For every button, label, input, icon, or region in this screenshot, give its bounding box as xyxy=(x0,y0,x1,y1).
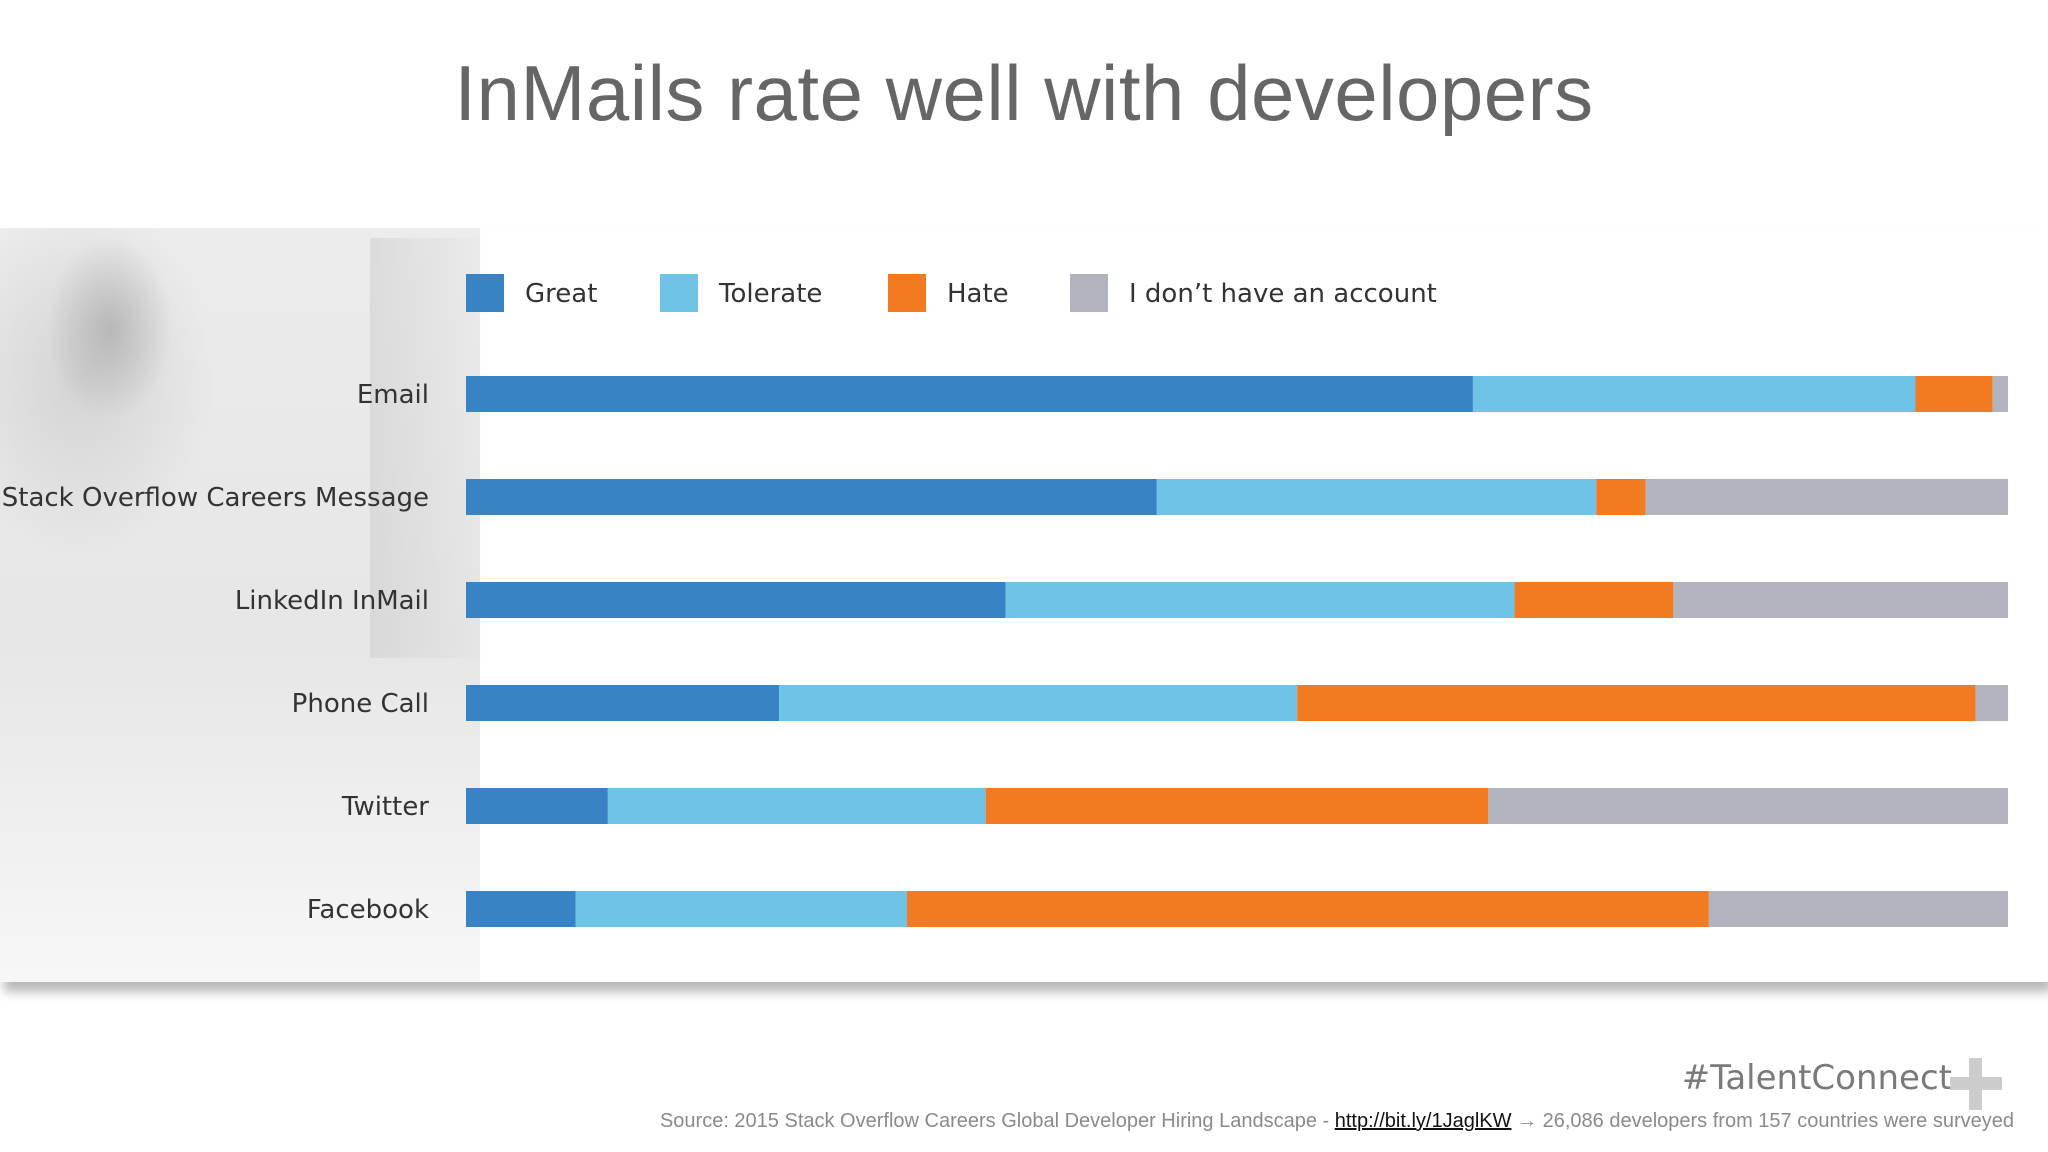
bar-segment xyxy=(466,479,1157,515)
legend-swatch xyxy=(888,274,926,312)
category-label: Facebook xyxy=(307,895,429,925)
arrow-icon: → xyxy=(1517,1110,1538,1132)
bar-segment xyxy=(1005,582,1515,618)
source-prefix: Source: 2015 Stack Overflow Careers Glob… xyxy=(659,1110,1335,1132)
category-label: Twitter xyxy=(341,792,429,822)
bar-segment xyxy=(1596,479,1646,515)
brand-hashtag: #TalentConnect xyxy=(1681,1058,1952,1098)
legend-label: Hate xyxy=(947,279,1009,309)
bar-segment xyxy=(607,788,986,824)
legend-label: I don’t have an account xyxy=(1129,279,1437,309)
legend-label: Tolerate xyxy=(718,279,822,309)
bar-segment xyxy=(466,788,608,824)
legend-label: Great xyxy=(525,279,597,309)
bar-segment xyxy=(1488,788,2008,824)
plus-logo-icon xyxy=(1950,1058,2002,1110)
stacked-bar-chart: Great Tolerate Hate I don’t have an account… xyxy=(2,274,2008,927)
legend-item-3: Hate xyxy=(888,274,1009,312)
chart-panel: Great Tolerate Hate I don’t have an account… xyxy=(0,228,2048,982)
legend-swatch xyxy=(1070,274,1108,312)
slide-title: InMails rate well with developers xyxy=(454,49,1594,137)
bar-segment xyxy=(1992,376,2008,412)
bar-segment xyxy=(1673,582,2008,618)
legend-item-4: I don’t have an account xyxy=(1070,274,1437,312)
source-link[interactable]: http://bit.ly/1JaglKW xyxy=(1334,1110,1512,1132)
bar-segment xyxy=(575,891,908,927)
source-note: Source: 2015 Stack Overflow Careers Glob… xyxy=(660,1110,2014,1133)
bar-segment xyxy=(1645,479,2008,515)
bar-segment xyxy=(907,891,1709,927)
bar-segment xyxy=(1297,685,1976,721)
bar-segment xyxy=(1915,376,1993,412)
category-label: Stack Overflow Careers Message xyxy=(2,483,429,513)
category-label: LinkedIn InMail xyxy=(235,586,429,616)
legend-swatch xyxy=(466,274,504,312)
bar-segment xyxy=(1472,376,1916,412)
bar-segment xyxy=(779,685,1298,721)
bar-segment xyxy=(1156,479,1597,515)
bar-segment xyxy=(1975,685,2008,721)
bar-segment xyxy=(466,685,780,721)
legend-item-1: Great xyxy=(466,274,597,312)
category-label: Email xyxy=(357,380,429,410)
bar-segment xyxy=(466,891,576,927)
legend-item-2: Tolerate xyxy=(660,274,822,312)
category-label: Phone Call xyxy=(292,689,429,719)
bar-segment xyxy=(466,376,1473,412)
bar-segment xyxy=(985,788,1489,824)
bar-segment xyxy=(1514,582,1674,618)
bar-segment xyxy=(1708,891,2008,927)
source-suffix: 26,086 developers from 157 countries wer… xyxy=(1542,1110,2014,1132)
legend-swatch xyxy=(660,274,698,312)
bar-segment xyxy=(466,582,1006,618)
